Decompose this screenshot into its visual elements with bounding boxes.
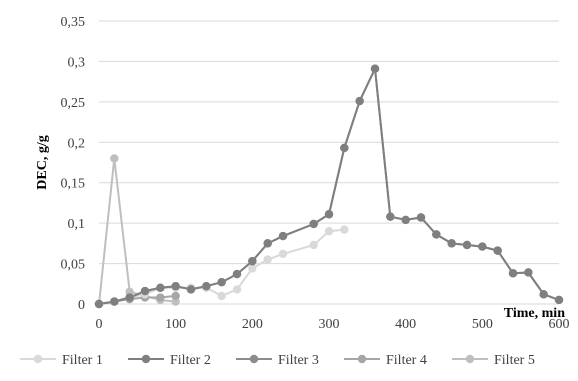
data-point (478, 242, 487, 251)
data-point (278, 249, 288, 259)
legend-marker (33, 354, 43, 364)
y-tick-label: 0,3 (68, 55, 86, 70)
legend-label: Filter 2 (170, 353, 211, 368)
data-point (156, 283, 165, 293)
series-line (98, 65, 560, 305)
data-point (355, 96, 364, 106)
data-point (401, 215, 410, 225)
data-point (416, 213, 426, 222)
data-point (539, 290, 548, 299)
series-points (94, 64, 564, 309)
data-point (94, 299, 104, 309)
data-point (110, 297, 119, 306)
legend-marker (141, 354, 151, 364)
data-point (554, 295, 564, 305)
data-point (263, 239, 272, 248)
data-point (386, 212, 395, 221)
data-point (248, 256, 257, 266)
y-tick-label: 0,05 (61, 258, 86, 273)
legend-label: Filter 3 (278, 353, 319, 368)
x-tick-label: 600 (549, 317, 570, 332)
x-tick-label: 0 (96, 317, 103, 332)
data-point (232, 285, 242, 294)
data-point (324, 210, 334, 219)
y-tick-label: 0,2 (68, 136, 86, 151)
data-point (263, 255, 272, 264)
series-line (98, 228, 345, 305)
series-lines (98, 65, 560, 305)
data-point (171, 291, 180, 301)
data-point (110, 154, 119, 163)
y-tick-labels: 0 0,05 0,1 0,15 0,2 0,25 0,3 0,35 (61, 15, 86, 313)
data-point (309, 219, 318, 229)
series-line (98, 158, 176, 305)
x-tick-label: 400 (395, 317, 416, 332)
legend-marker (465, 354, 475, 364)
x-tick-label: 100 (165, 317, 186, 332)
data-point (508, 269, 518, 278)
series-line (98, 65, 560, 305)
x-tick-label: 200 (242, 317, 263, 332)
data-point (524, 268, 533, 277)
data-point (125, 293, 134, 302)
legend-marker (249, 354, 259, 364)
data-point (340, 225, 349, 234)
y-tick-label: 0,1 (68, 217, 86, 232)
data-point (370, 64, 380, 73)
y-tick-label: 0 (78, 298, 85, 313)
y-tick-label: 0,25 (61, 96, 86, 111)
data-point (156, 293, 165, 302)
data-point (217, 291, 226, 301)
legend-marker (357, 354, 367, 364)
x-tick-label: 500 (472, 317, 493, 332)
data-point (202, 282, 211, 291)
y-tick-label: 0,15 (61, 177, 86, 192)
data-point (309, 240, 318, 250)
legend-label: Filter 5 (494, 353, 535, 368)
legend: Filter 1 Filter 2 Filter 3 Filter 4 Filter 5 (20, 353, 535, 368)
data-point (432, 230, 441, 239)
x-axis-title: Time, min (504, 306, 565, 321)
data-point (217, 277, 226, 287)
data-point (140, 286, 150, 296)
data-point (232, 269, 242, 279)
legend-label: Filter 1 (62, 353, 103, 368)
data-point (462, 240, 472, 250)
data-point (248, 264, 257, 273)
data-point (340, 143, 349, 153)
data-point (493, 246, 502, 255)
data-point (186, 285, 196, 294)
data-point (324, 227, 334, 236)
data-point (278, 231, 288, 241)
data-point (447, 239, 456, 248)
y-tick-label: 0,35 (61, 15, 86, 30)
legend-label: Filter 4 (386, 353, 427, 368)
x-tick-labels: 0 100 200 300 400 500 600 (96, 317, 570, 332)
y-axis-title: DEC, g/g (35, 135, 50, 189)
data-point (171, 282, 180, 291)
x-tick-label: 300 (319, 317, 340, 332)
gridlines (99, 20, 559, 305)
